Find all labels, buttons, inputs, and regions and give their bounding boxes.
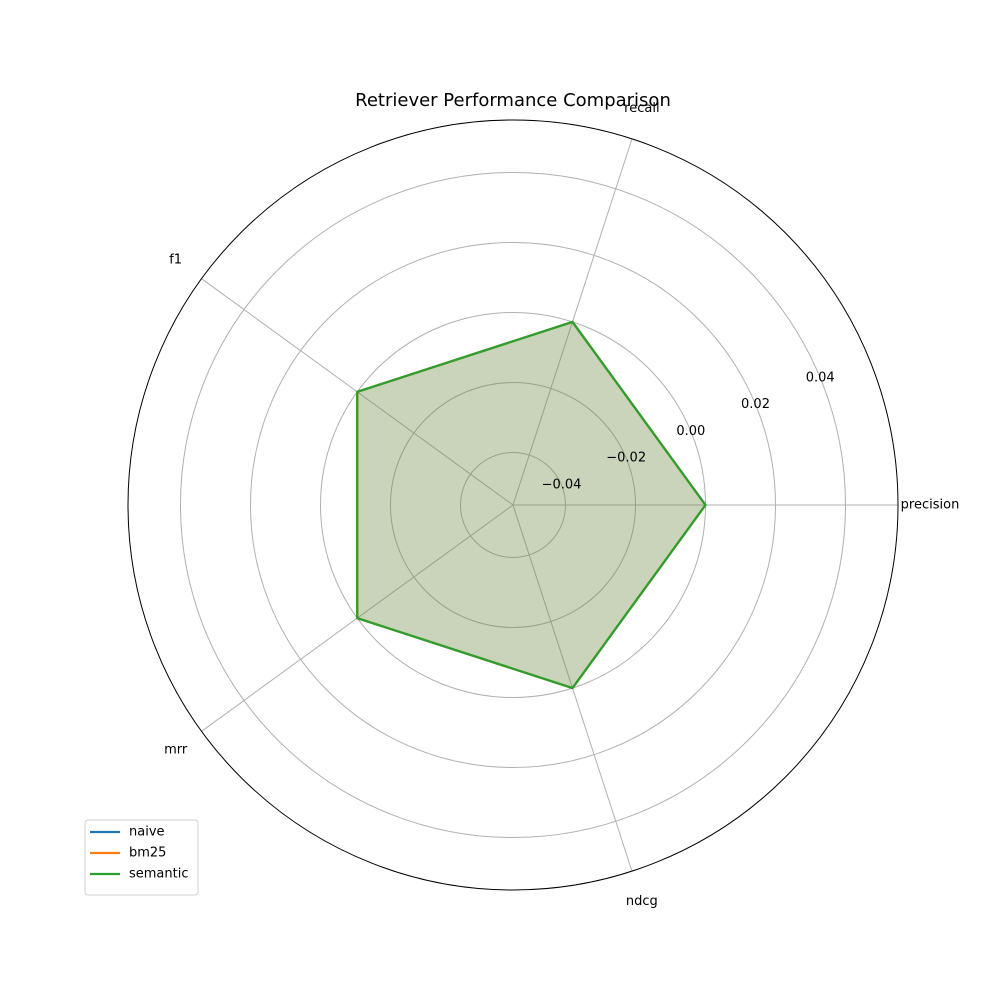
series-fill-semantic [357, 321, 706, 689]
axis-label-precision: precision [901, 498, 960, 513]
series-fill-bm25 [357, 321, 706, 689]
axis-label-recall: recall [624, 101, 659, 116]
radial-tick-label: −0.02 [606, 451, 646, 466]
legend-label-bm25: bm25 [129, 846, 166, 861]
series-layer [356, 320, 707, 690]
chart-title: Retriever Performance Comparison [355, 90, 671, 111]
radial-tick-label: 0.02 [741, 397, 770, 412]
legend-box [84, 819, 199, 896]
series-line-semantic [356, 320, 707, 690]
axis-labels: −0.04 −0.02 0.00 0.02 0.04 precision recall f1 m… [164, 101, 959, 909]
axis-label-mrr: mrr [164, 743, 188, 758]
polar-frame [127, 119, 899, 891]
legend: naive bm25 semantic [84, 819, 199, 896]
legend-label-semantic: semantic [129, 867, 189, 882]
radial-tick-label: 0.00 [676, 424, 705, 439]
legend-label-naive: naive [129, 825, 165, 840]
axis-label-f1: f1 [169, 252, 182, 267]
axis-label-ndcg: ndcg [626, 894, 658, 909]
series-fill-naive [357, 321, 706, 689]
radial-tick-label: 0.04 [806, 370, 835, 385]
radial-tick-label: −0.04 [542, 477, 582, 492]
